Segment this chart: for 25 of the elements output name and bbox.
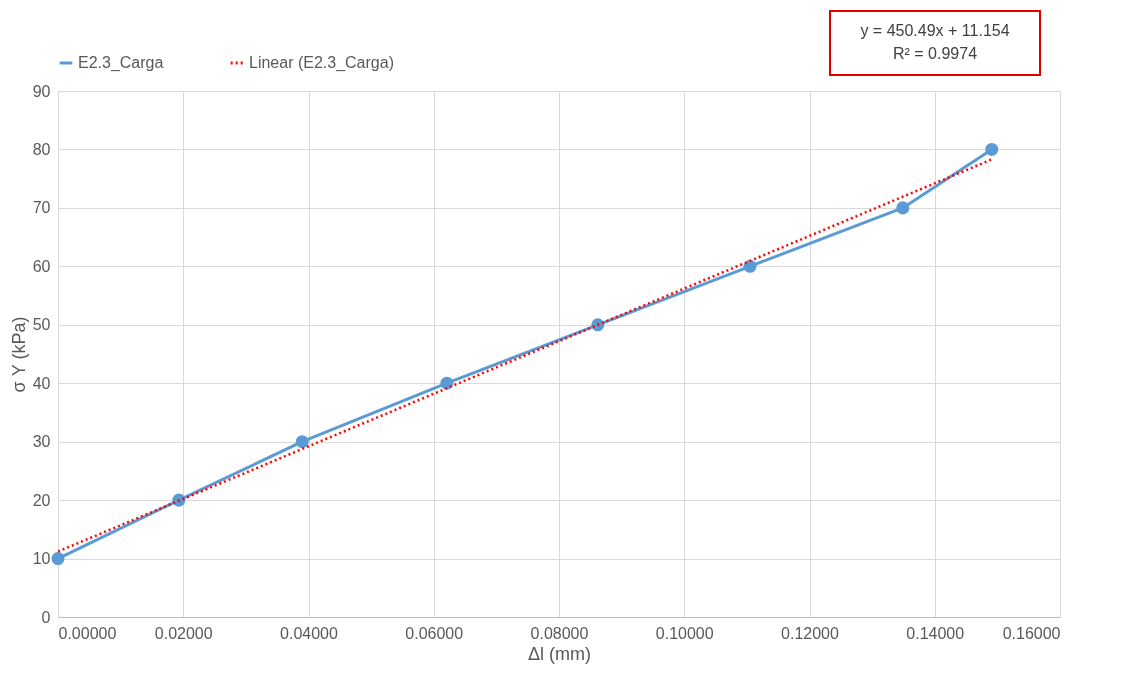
y-tick-label: 70 <box>32 199 51 217</box>
x-tick-label: 0.10000 <box>655 624 714 642</box>
x-tick-label: 0.12000 <box>781 624 840 642</box>
x-tick-label: 0.14000 <box>906 624 965 642</box>
x-axis-title: Δl (mm) <box>528 643 591 664</box>
y-tick-label: 30 <box>32 433 51 451</box>
legend-label: E2.3_Carga <box>78 54 164 72</box>
legend-label: Linear (E2.3_Carga) <box>249 54 394 72</box>
y-tick-label: 10 <box>32 550 51 568</box>
x-tick-label: 0.16000 <box>1002 624 1061 642</box>
y-tick-label: 20 <box>32 491 51 509</box>
x-tick-label: 0.02000 <box>154 624 213 642</box>
x-tick-label: 0.04000 <box>280 624 339 642</box>
y-tick-label: 80 <box>32 140 51 158</box>
x-tick-label: 0.00000 <box>58 624 117 642</box>
y-tick-label: 90 <box>32 82 51 100</box>
text: y = 450.49x + 11.154 <box>860 22 1010 39</box>
y-tick-label: 60 <box>32 257 51 275</box>
text: R² = 0.9974 <box>892 45 978 62</box>
y-axis-title: σ Y (kPa) <box>8 316 29 393</box>
x-tick-label: 0.06000 <box>405 624 464 642</box>
x-tick-label: 0.08000 <box>530 624 589 642</box>
y-tick-label: 0 <box>41 608 51 626</box>
y-tick-label: 50 <box>32 316 51 334</box>
y-tick-label: 40 <box>32 374 51 392</box>
